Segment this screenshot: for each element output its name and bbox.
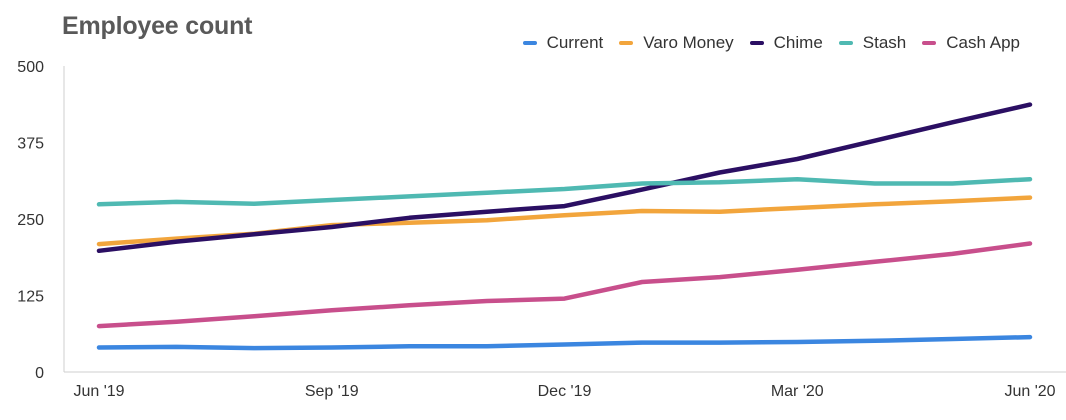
legend-swatch: [522, 41, 537, 45]
legend-label: Varo Money: [643, 33, 734, 52]
series-line-stash: [96, 176, 1033, 207]
legend-item-cash-app: Cash App: [922, 33, 1020, 53]
legend-label: Current: [546, 33, 604, 52]
series-line-chime: [96, 102, 1033, 254]
legend-label: Stash: [862, 33, 907, 52]
x-tick-label: Sep '19: [305, 383, 359, 400]
y-tick-label: 125: [17, 289, 44, 306]
legend: Current Varo Money Chime Stash Cash App: [507, 33, 1020, 53]
chart-title: Employee count: [62, 12, 253, 40]
y-tick-label: 375: [17, 136, 44, 153]
x-tick-label: Mar '20: [771, 383, 824, 400]
series-line-current: [96, 334, 1033, 351]
legend-label: Cash App: [946, 33, 1020, 52]
legend-item-chime: Chime: [749, 33, 823, 53]
y-tick-label: 0: [35, 365, 44, 382]
legend-label: Chime: [773, 33, 823, 52]
legend-item-varo-money: Varo Money: [619, 33, 734, 53]
legend-item-current: Current: [522, 33, 604, 53]
x-tick-label: Jun '19: [73, 383, 124, 400]
legend-item-stash: Stash: [838, 33, 907, 53]
legend-swatch: [749, 41, 764, 45]
y-tick-label: 500: [17, 59, 44, 76]
legend-swatch: [619, 41, 634, 45]
series-line-cash-app: [96, 241, 1033, 329]
x-tick-label: Jun '20: [1004, 383, 1055, 400]
legend-swatch: [838, 41, 853, 45]
y-tick-label: 250: [17, 212, 44, 229]
x-tick-label: Dec '19: [538, 383, 592, 400]
legend-swatch: [922, 41, 937, 45]
